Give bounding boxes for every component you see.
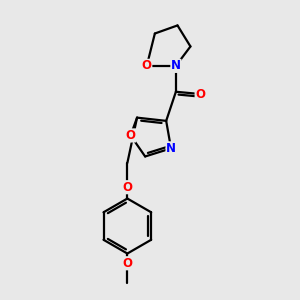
Text: N: N	[166, 142, 176, 155]
Text: O: O	[126, 129, 136, 142]
Text: O: O	[122, 257, 132, 270]
Text: O: O	[195, 88, 205, 100]
Text: N: N	[171, 59, 181, 72]
Text: O: O	[122, 181, 132, 194]
Text: O: O	[142, 59, 152, 72]
